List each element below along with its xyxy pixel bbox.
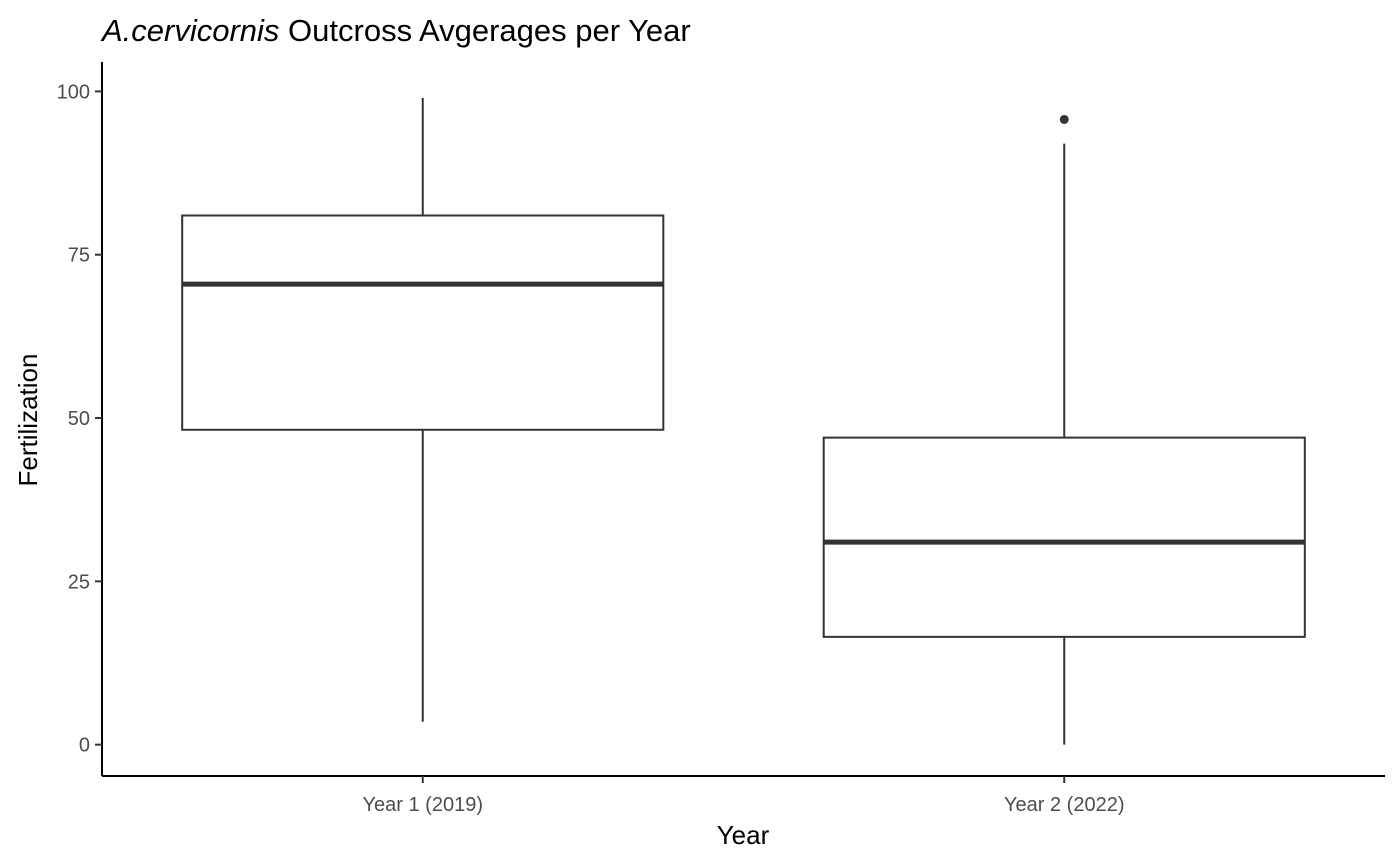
y-tick-label: 25 (68, 571, 90, 593)
axes-layer: 0 25 50 75 100 Year 1 (2019) Year 2 (2022) (57, 62, 1385, 816)
boxes-layer (181, 97, 1306, 745)
chart-title: A.cervicornis Outcross Avgerages per Yea… (100, 13, 691, 48)
y-tick-label: 100 (57, 81, 90, 103)
box-iqr (181, 214, 665, 431)
x-tick-label: Year 1 (2019) (363, 794, 483, 816)
box-group-2 (822, 114, 1306, 745)
y-axis-title: Fertilization (13, 354, 43, 487)
chart-title-species: A.cervicornis (100, 13, 279, 48)
chart-title-rest: Outcross Avgerages per Year (279, 13, 690, 48)
box-iqr (822, 436, 1306, 638)
x-axis-title: Year (717, 820, 770, 850)
outlier-point (1059, 114, 1069, 124)
box-group-1 (181, 97, 665, 722)
x-tick-label: Year 2 (2022) (1004, 794, 1124, 816)
y-tick-label: 50 (68, 408, 90, 430)
y-tick-label: 0 (79, 735, 90, 757)
y-tick-label: 75 (68, 245, 90, 267)
